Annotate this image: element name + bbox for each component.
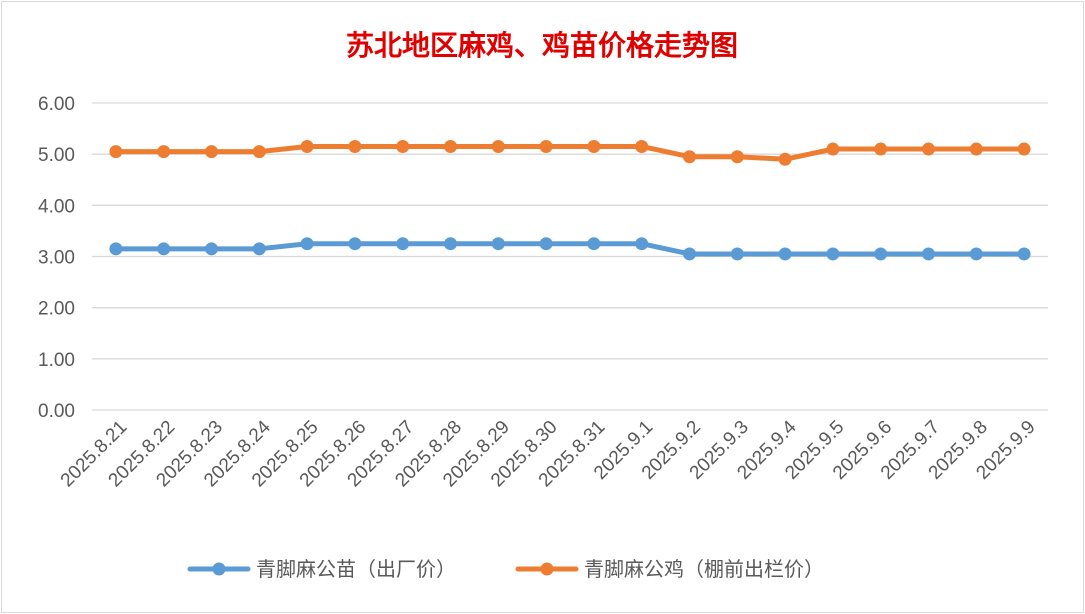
data-point <box>205 242 218 256</box>
data-point <box>205 145 218 159</box>
data-point <box>348 237 362 251</box>
data-point <box>969 247 983 261</box>
series-rooster-price <box>109 139 1031 166</box>
data-point <box>587 237 601 251</box>
legend-marker <box>540 562 554 576</box>
data-point <box>922 142 935 156</box>
chart-title: 苏北地区麻鸡、鸡苗价格走势图 <box>346 29 738 62</box>
series-line <box>113 241 1027 257</box>
data-point <box>252 242 266 256</box>
data-point <box>826 142 840 156</box>
data-point <box>491 139 505 153</box>
y-tick-label: 5.00 <box>38 145 75 166</box>
data-point <box>874 247 888 261</box>
data-point <box>300 139 314 153</box>
data-point <box>969 142 983 156</box>
data-point <box>826 247 840 261</box>
y-tick-label: 3.00 <box>38 248 75 269</box>
data-point <box>635 237 649 251</box>
data-point <box>491 237 505 251</box>
data-point <box>874 142 888 156</box>
y-tick-label: 4.00 <box>38 196 75 217</box>
gridlines <box>92 102 1048 411</box>
data-point <box>252 145 266 159</box>
series-line <box>113 143 1027 162</box>
y-tick-label: 0.00 <box>38 401 75 422</box>
data-point <box>730 150 744 164</box>
legend-label: 青脚麻公苗（出厂价） <box>256 557 456 581</box>
data-point <box>778 247 792 261</box>
data-point <box>1017 247 1031 261</box>
data-point <box>683 150 696 164</box>
y-tick-label: 6.00 <box>38 94 75 115</box>
data-point <box>730 247 744 261</box>
data-point <box>157 145 171 159</box>
legend: 青脚麻公苗（出厂价） 青脚麻公鸡（棚前出栏价） <box>187 557 824 581</box>
data-point <box>778 152 792 166</box>
data-point <box>635 139 649 153</box>
legend-item: 青脚麻公苗（出厂价） <box>187 557 456 581</box>
data-point <box>539 237 553 251</box>
data-point <box>396 139 410 153</box>
data-point <box>396 237 410 251</box>
data-point <box>109 242 123 256</box>
y-tick-label: 2.00 <box>38 299 75 320</box>
y-axis-tick-labels: 0.00 1.00 2.00 3.00 4.00 5.00 6.00 <box>38 94 75 422</box>
y-tick-label: 1.00 <box>38 350 75 371</box>
data-point <box>683 247 696 261</box>
legend-label: 青脚麻公鸡（棚前出栏价） <box>584 557 824 581</box>
data-point <box>444 139 457 153</box>
data-point <box>348 139 362 153</box>
data-point <box>922 247 935 261</box>
data-point <box>1017 142 1031 156</box>
legend-marker <box>212 562 226 576</box>
legend-item: 青脚麻公鸡（棚前出栏价） <box>515 557 824 581</box>
data-point <box>300 237 314 251</box>
data-point <box>109 145 123 159</box>
data-point <box>157 242 171 256</box>
data-series <box>109 139 1031 261</box>
data-point <box>587 139 601 153</box>
data-point <box>444 237 457 251</box>
data-point <box>539 139 553 153</box>
series-chick-price <box>109 237 1031 261</box>
